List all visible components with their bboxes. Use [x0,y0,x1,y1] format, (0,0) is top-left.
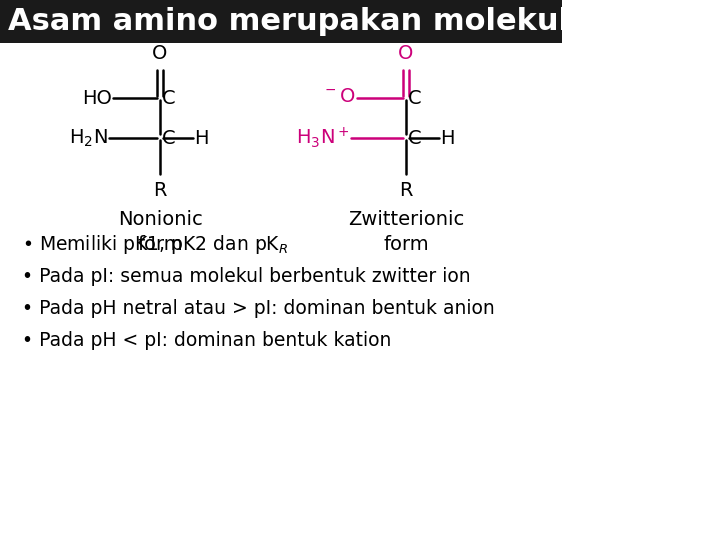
Text: H$_2$N: H$_2$N [69,127,108,149]
Text: Nonionic
form: Nonionic form [117,210,202,254]
Text: O: O [153,44,168,63]
Text: • Pada pH < pI: dominan bentuk kation: • Pada pH < pI: dominan bentuk kation [22,332,391,350]
Text: C: C [162,129,176,147]
Text: C: C [162,89,176,107]
Text: O: O [398,44,413,63]
Text: • Memiliki pK1, pK2 dan pK$_R$: • Memiliki pK1, pK2 dan pK$_R$ [22,233,288,256]
Text: Asam amino merupakan molekul amfoter: Asam amino merupakan molekul amfoter [8,8,716,37]
Text: • Pada pI: semua molekul berbentuk zwitter ion: • Pada pI: semua molekul berbentuk zwitt… [22,267,470,287]
Text: R: R [153,181,167,200]
Text: C: C [408,129,422,147]
FancyBboxPatch shape [0,0,562,43]
Text: • Pada pH netral atau > pI: dominan bentuk anion: • Pada pH netral atau > pI: dominan bent… [22,300,495,319]
Text: Zwitterionic
form: Zwitterionic form [348,210,464,254]
Text: $^-$O: $^-$O [322,86,356,105]
Text: H$_3$N$^+$: H$_3$N$^+$ [296,126,350,150]
Text: C: C [408,89,422,107]
Text: H: H [440,129,455,147]
Text: H: H [194,129,209,147]
Text: HO: HO [82,89,112,107]
Text: R: R [399,181,413,200]
